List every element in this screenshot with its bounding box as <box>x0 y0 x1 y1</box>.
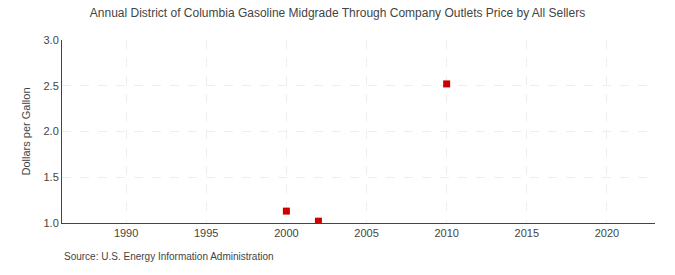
svg-text:1.0: 1.0 <box>44 217 59 229</box>
svg-text:2015: 2015 <box>515 227 539 239</box>
svg-text:1990: 1990 <box>114 227 138 239</box>
svg-text:2020: 2020 <box>595 227 619 239</box>
svg-text:Annual District of Columbia Ga: Annual District of Columbia Gasoline Mid… <box>90 6 585 20</box>
svg-text:2.5: 2.5 <box>44 80 59 92</box>
svg-text:3.0: 3.0 <box>44 34 59 46</box>
svg-text:2010: 2010 <box>434 227 458 239</box>
svg-text:1995: 1995 <box>194 227 218 239</box>
svg-text:Dollars per Gallon: Dollars per Gallon <box>20 87 32 175</box>
svg-text:1.5: 1.5 <box>44 171 59 183</box>
svg-text:2005: 2005 <box>354 227 378 239</box>
svg-text:Source: U.S. Energy Informatio: Source: U.S. Energy Information Administ… <box>64 251 274 262</box>
svg-text:2000: 2000 <box>274 227 298 239</box>
svg-text:2.0: 2.0 <box>44 125 59 137</box>
